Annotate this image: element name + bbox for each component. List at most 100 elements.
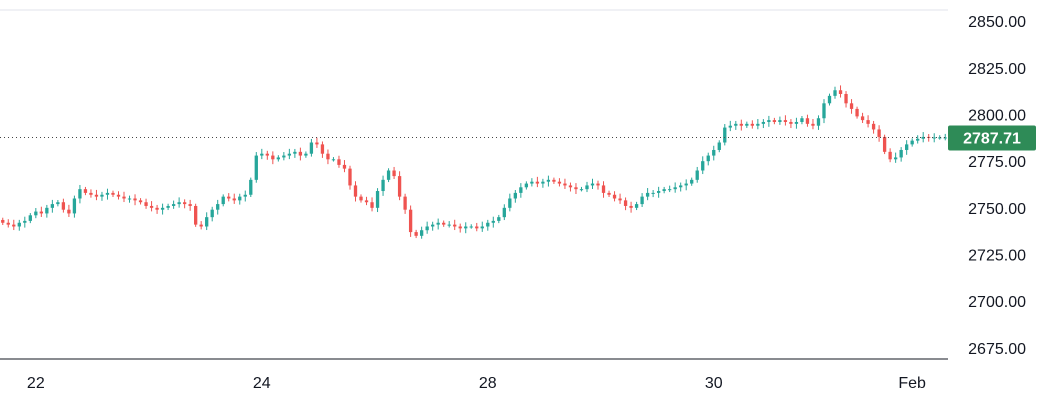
last-price-badge bbox=[948, 125, 1036, 151]
candle-body bbox=[282, 155, 286, 158]
time-tick-label: 30 bbox=[705, 375, 723, 392]
candle-body bbox=[1, 219, 5, 223]
candle-body bbox=[706, 155, 710, 162]
candle-body bbox=[293, 151, 297, 154]
candle-body bbox=[464, 226, 468, 229]
candle-body bbox=[546, 179, 551, 182]
candle-body bbox=[61, 202, 66, 210]
time-tick-label: 22 bbox=[27, 375, 45, 392]
candle-body bbox=[94, 194, 99, 197]
candle-body bbox=[419, 230, 424, 236]
candle-body bbox=[442, 222, 446, 225]
candle-body bbox=[899, 149, 903, 158]
candle-body bbox=[188, 204, 192, 206]
candle-body bbox=[893, 157, 898, 160]
candle-body bbox=[816, 118, 821, 126]
candle-body bbox=[905, 144, 909, 150]
candle-body bbox=[745, 123, 749, 126]
candle-body bbox=[827, 95, 832, 104]
candle-body bbox=[89, 192, 93, 195]
candle-body bbox=[701, 161, 705, 171]
price-tick-label: 2700.00 bbox=[968, 294, 1026, 311]
candle-body bbox=[287, 153, 292, 156]
candle-body bbox=[254, 155, 258, 180]
candle-body bbox=[860, 116, 865, 121]
candle-body bbox=[276, 157, 280, 160]
candle-body bbox=[513, 192, 517, 199]
candle-body bbox=[342, 164, 347, 169]
candle-body bbox=[574, 187, 578, 190]
candle-body bbox=[877, 129, 881, 137]
candle-body bbox=[392, 170, 396, 177]
candle-body bbox=[916, 138, 920, 141]
candle-body bbox=[171, 204, 176, 206]
price-axis[interactable]: 2675.00 2700.00 2725.00 2750.00 2775.00 2800.… bbox=[968, 14, 1026, 358]
candle-body bbox=[563, 183, 567, 186]
candle-body bbox=[326, 153, 330, 160]
candle-body bbox=[403, 196, 407, 210]
candle-body bbox=[122, 196, 126, 199]
candle-body bbox=[497, 217, 501, 221]
candle-body bbox=[800, 118, 804, 122]
candle-body bbox=[618, 198, 622, 201]
candle-body bbox=[855, 108, 859, 117]
candle-body bbox=[541, 181, 545, 184]
candle-body bbox=[353, 185, 358, 197]
candle-body bbox=[50, 204, 55, 208]
candle-body bbox=[938, 137, 942, 139]
candle-body bbox=[805, 118, 810, 124]
candle-body bbox=[601, 185, 606, 193]
candle-body bbox=[331, 159, 336, 161]
candle-body bbox=[943, 137, 947, 139]
candle-body bbox=[910, 140, 914, 145]
candle-body bbox=[386, 170, 391, 180]
candle-body bbox=[844, 93, 848, 104]
candle-body bbox=[249, 179, 253, 195]
candle-body bbox=[414, 232, 418, 236]
candle-body bbox=[149, 205, 154, 208]
candle-body bbox=[78, 189, 82, 199]
candle-body bbox=[761, 121, 766, 124]
candle-body bbox=[160, 207, 165, 210]
candle-body bbox=[72, 198, 77, 214]
candle-body bbox=[100, 194, 104, 197]
last-price-line: 2787.71 bbox=[0, 125, 1036, 151]
candle-body bbox=[34, 211, 38, 216]
candle-body bbox=[695, 170, 699, 180]
candle-body bbox=[491, 220, 495, 223]
candle-body bbox=[783, 120, 788, 122]
candle-body bbox=[271, 155, 275, 160]
candle-body bbox=[458, 226, 462, 229]
price-tick-label: 2675.00 bbox=[968, 341, 1026, 358]
candle-body bbox=[243, 194, 247, 197]
time-tick-label: Feb bbox=[898, 375, 926, 392]
candle-body bbox=[728, 125, 732, 128]
candle-body bbox=[364, 200, 369, 203]
candle-body bbox=[662, 189, 666, 192]
candle-body bbox=[535, 181, 540, 184]
candle-body bbox=[309, 142, 314, 154]
candle-body bbox=[359, 196, 363, 201]
candle-body bbox=[447, 224, 451, 226]
candle-body bbox=[260, 153, 264, 156]
price-tick-label: 2775.00 bbox=[968, 154, 1026, 171]
candle-body bbox=[651, 192, 655, 194]
candle-body bbox=[833, 90, 837, 96]
candle-body bbox=[397, 176, 402, 197]
candle-body bbox=[381, 179, 385, 192]
candle-body bbox=[508, 198, 512, 208]
candle-body bbox=[849, 103, 854, 109]
candle-body bbox=[756, 123, 760, 126]
candle-body bbox=[723, 127, 727, 143]
candle-body bbox=[690, 179, 694, 184]
candle-body bbox=[552, 179, 556, 182]
candle-body bbox=[67, 209, 71, 214]
candle-body bbox=[375, 191, 380, 208]
price-tick-label: 2725.00 bbox=[968, 247, 1026, 264]
candle-body bbox=[56, 202, 60, 205]
candle-body bbox=[739, 123, 743, 126]
time-axis[interactable]: 22 24 28 30 Feb bbox=[27, 375, 926, 392]
candle-body bbox=[144, 202, 148, 206]
candle-body bbox=[750, 123, 754, 126]
